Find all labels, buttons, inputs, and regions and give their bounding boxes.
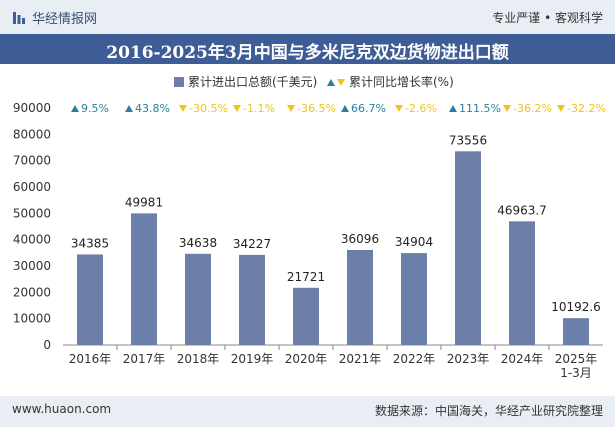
y-tick-label: 20000 [13,285,51,299]
x-tick-label: 2016年 [69,352,112,366]
y-tick-label: 60000 [13,180,51,194]
bar[interactable] [347,249,373,345]
legend-bar-label: 累计进出口总额(千美元) [188,75,317,89]
x-tick-label-line: 2021年 [339,352,382,366]
x-tick-label: 2024年 [501,352,544,366]
growth-label: 9.5% [81,102,109,115]
y-tick-label: 90000 [13,101,51,115]
x-tick-label-line: 2016年 [69,352,112,366]
chart-title: 2016-2025年3月中国与多米尼克双边货物进出口额 [106,43,509,63]
bar[interactable] [77,254,103,345]
x-axis: 2016年 2017年 2018年 2019年 2020年 2021年 2022年 2023年… [69,345,598,380]
x-tick-label: 2025年 1-3月 [555,352,598,380]
growth-down-triangle-icon [287,105,295,112]
x-tick-label-line: 2019年 [231,352,274,366]
bar[interactable] [239,254,265,345]
growth-down-triangle-icon [179,105,187,112]
legend: 累计进出口总额(千美元) 累计同比增长率(%) [174,74,454,89]
growth-label: -32.2% [567,102,606,115]
growth-up-triangle-icon [71,105,79,112]
bar-value-label: 34638 [179,236,217,250]
growth-down-triangle-icon [557,105,565,112]
y-tick-label: 50000 [13,206,51,220]
x-tick-label: 2020年 [285,352,328,366]
y-tick-label: 10000 [13,312,51,326]
growth-down-triangle-icon [503,105,511,112]
x-tick-label: 2022年 [393,352,436,366]
growth-label: -36.5% [297,102,336,115]
bar-value-label: 10192.6 [551,300,601,314]
y-axis: 0 10000 20000 30000 40000 50000 60000 70000 8000… [13,101,603,352]
growth-up-triangle-icon [449,105,457,112]
y-tick-label: 40000 [13,233,51,247]
y-tick-label: 0 [43,338,51,352]
bar[interactable] [293,287,319,345]
bar[interactable] [401,253,427,345]
bar-value-label: 36096 [341,232,379,246]
bar[interactable] [509,221,535,345]
growth-label: 111.5% [459,102,501,115]
footer: www.huaon.com 数据来源：中国海关，华经产业研究院整理 [0,396,615,427]
growth-label: 66.7% [351,102,386,115]
legend-up-triangle-icon [327,79,335,86]
brand[interactable]: 华经情报网 [12,8,97,27]
bar-value-label: 46963.7 [497,203,547,217]
x-tick-label: 2018年 [177,352,220,366]
x-tick-label: 2023年 [447,352,490,366]
bar-value-label: 21721 [287,270,325,284]
bars: 34385 49981 34638 34227 21721 36096 34904 73556… [71,133,601,345]
bar[interactable] [185,253,211,345]
chart: 累计进出口总额(千美元) 累计同比增长率(%) 0 10000 20000 30000… [13,74,606,380]
x-tick-label-line: 2020年 [285,352,328,366]
brand-logo-icon [13,11,25,24]
bar[interactable] [563,318,589,345]
legend-bar-swatch [174,77,184,87]
growth-label: 43.8% [135,102,170,115]
growth-row: 9.5% 43.8% -30.5% -1.1% -36.5% 66.7% -2.6% 111.… [71,102,606,115]
legend-down-triangle-icon [337,79,345,86]
growth-down-triangle-icon [395,105,403,112]
x-tick-label-line: 2017年 [123,352,166,366]
bar-value-label: 73556 [449,133,487,147]
y-tick-label: 80000 [13,127,51,141]
title-bar: 2016-2025年3月中国与多米尼克双边货物进出口额 [0,34,615,64]
growth-label: -1.1% [243,102,275,115]
x-tick-label: 2019年 [231,352,274,366]
y-tick-label: 30000 [13,259,51,273]
x-tick-label: 2017年 [123,352,166,366]
tagline: 专业严谨 • 客观科学 [492,11,603,25]
growth-up-triangle-icon [125,105,133,112]
bar-value-label: 34904 [395,235,433,249]
footer-website[interactable]: www.huaon.com [12,402,112,416]
x-tick-label-line: 2018年 [177,352,220,366]
y-tick-label: 70000 [13,154,51,168]
top-banner: 华经情报网 专业严谨 • 客观科学 [0,0,615,34]
growth-label: -2.6% [405,102,437,115]
growth-label: -36.2% [513,102,552,115]
bar[interactable] [131,213,157,345]
bar-value-label: 34385 [71,236,109,250]
bar[interactable] [455,151,481,345]
x-tick-label-line: 2025年 [555,352,598,366]
legend-growth-label: 累计同比增长率(%) [349,74,454,89]
footer-source: 数据来源：中国海关，华经产业研究院整理 [374,404,603,418]
x-tick-label-line: 2023年 [447,352,490,366]
growth-up-triangle-icon [341,105,349,112]
x-tick-label-line: 2024年 [501,352,544,366]
growth-label: -30.5% [189,102,228,115]
growth-down-triangle-icon [233,105,241,112]
brand-name: 华经情报网 [32,12,98,27]
bar-value-label: 34227 [233,237,271,251]
x-tick-label: 2021年 [339,352,382,366]
bar-value-label: 49981 [125,195,163,209]
x-tick-label-line: 1-3月 [560,366,592,380]
x-tick-label-line: 2022年 [393,352,436,366]
